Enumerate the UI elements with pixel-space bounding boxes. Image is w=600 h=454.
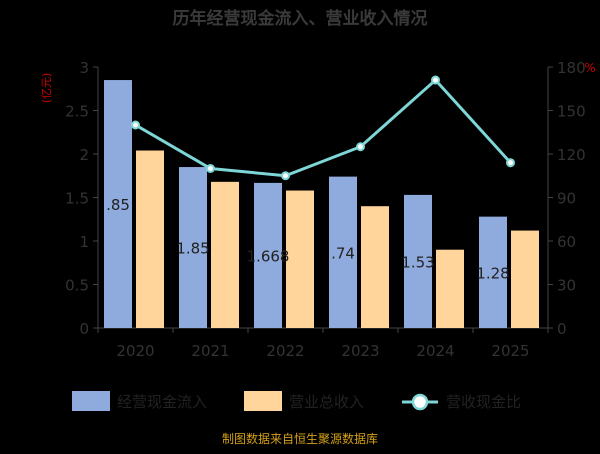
bar-cash-inflow-2020 <box>104 80 132 328</box>
left-tick-label-6: 3 <box>79 59 89 77</box>
bar-cash-inflow-2021 <box>179 167 207 328</box>
right-tick-label-0: 0 <box>557 320 567 338</box>
left-axis-unit: (亿元) <box>40 73 53 104</box>
legend: 经营现金流入 营业总收入 营收现金比 <box>72 391 521 411</box>
legend-swatch-revenue <box>244 391 282 411</box>
bar-revenue-2025 <box>511 230 539 328</box>
legend-marker-ratio <box>411 393 429 411</box>
ratio-point-2025 <box>506 158 515 168</box>
x-tick-label-2024: 2024 <box>416 342 454 360</box>
bar-revenue-2021 <box>211 181 239 328</box>
right-tick-label-3: 90 <box>557 190 576 208</box>
right-tick-label-5: 150 <box>557 103 586 121</box>
bar-cash-inflow-2025 <box>479 216 507 328</box>
bar-revenue-2024 <box>436 249 464 328</box>
x-tick-label-2023: 2023 <box>341 342 379 360</box>
right-tick-label-6: 180 <box>557 59 586 77</box>
ratio-point-2020 <box>131 120 140 130</box>
ratio-line <box>134 77 512 178</box>
bar-revenue-2020 <box>136 150 164 328</box>
right-axis-unit: % <box>584 61 595 75</box>
data-label-cash-inflow-2020: .85 <box>106 196 130 214</box>
x-tick-labels: 2020 2021 2022 2023 2024 2025 <box>116 342 529 360</box>
bars-group: .85 1.85 1.668 .74 1.53 1.28 <box>104 80 539 328</box>
bar-cash-inflow-2024 <box>404 194 432 328</box>
x-tick-label-2022: 2022 <box>266 342 304 360</box>
legend-label-revenue: 营业总收入 <box>289 393 364 411</box>
data-label-cash-inflow-2025: 1.28 <box>476 264 509 282</box>
bar-revenue-2023 <box>361 206 389 328</box>
x-tick-label-2020: 2020 <box>116 342 154 360</box>
line-group <box>131 75 515 181</box>
left-tick-label-0: 0 <box>79 320 89 338</box>
bar-revenue-2022 <box>286 190 314 328</box>
legend-label-cash-inflow: 经营现金流入 <box>117 393 207 411</box>
ratio-point-2024 <box>431 75 440 85</box>
left-tick-label-3: 1.5 <box>65 190 89 208</box>
x-tick-label-2021: 2021 <box>191 342 229 360</box>
data-label-cash-inflow-2022: 1.668 <box>247 247 290 265</box>
bar-cash-inflow-2022 <box>254 182 282 328</box>
right-tick-label-2: 60 <box>557 233 576 251</box>
ratio-point-2022 <box>281 171 290 181</box>
data-label-cash-inflow-2023: .74 <box>331 244 355 262</box>
data-label-cash-inflow-2021: 1.85 <box>176 240 209 258</box>
data-label-cash-inflow-2024: 1.53 <box>401 253 434 271</box>
left-tick-label-2: 1 <box>79 233 89 251</box>
chart-title: 历年经营现金流入、营业收入情况 <box>173 8 428 29</box>
x-tick-label-2025: 2025 <box>491 342 529 360</box>
legend-label-ratio: 营收现金比 <box>446 393 521 411</box>
right-tick-label-1: 30 <box>557 277 576 295</box>
source-note: 制图数据来自恒生聚源数据库 <box>222 431 378 446</box>
legend-swatch-cash-inflow <box>72 391 110 411</box>
bar-cash-inflow-2023 <box>329 176 357 328</box>
left-tick-label-1: 0.5 <box>65 277 89 295</box>
left-tick-label-4: 2 <box>79 146 89 164</box>
left-tick-label-5: 2.5 <box>65 103 89 121</box>
right-tick-label-4: 120 <box>557 146 586 164</box>
ratio-point-2023 <box>356 142 365 152</box>
ratio-point-2021 <box>206 164 215 173</box>
